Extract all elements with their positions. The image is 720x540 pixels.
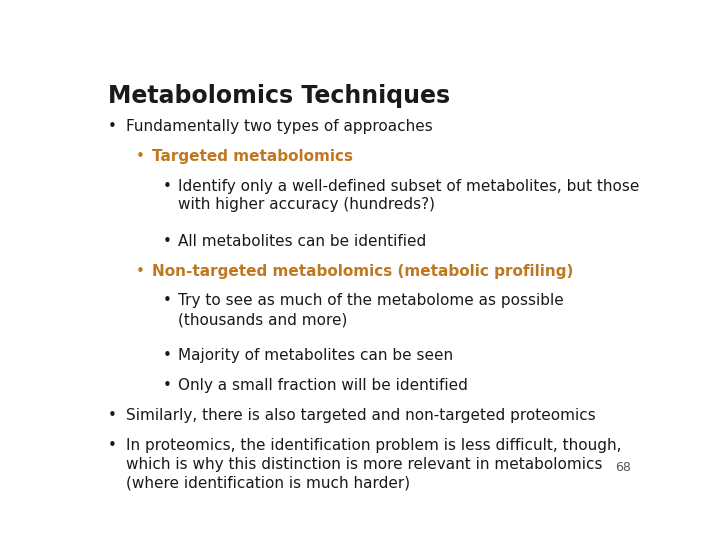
Text: Fundamentally two types of approaches: Fundamentally two types of approaches [126, 119, 433, 134]
Text: •: • [136, 149, 145, 164]
Text: 68: 68 [616, 461, 631, 474]
Text: In proteomics, the identification problem is less difficult, though,
which is wh: In proteomics, the identification proble… [126, 438, 622, 490]
Text: •: • [108, 438, 117, 453]
Text: Majority of metabolites can be seen: Majority of metabolites can be seen [178, 348, 454, 363]
Text: Try to see as much of the metabolome as possible
(thousands and more): Try to see as much of the metabolome as … [178, 293, 564, 327]
Text: •: • [163, 179, 171, 194]
Text: •: • [163, 348, 171, 363]
Text: Identify only a well-defined subset of metabolites, but those
with higher accura: Identify only a well-defined subset of m… [178, 179, 639, 212]
Text: Non-targeted metabolomics (metabolic profiling): Non-targeted metabolomics (metabolic pro… [153, 264, 574, 279]
Text: •: • [108, 408, 117, 423]
Text: •: • [163, 293, 171, 308]
Text: •: • [136, 264, 145, 279]
Text: Only a small fraction will be identified: Only a small fraction will be identified [178, 379, 468, 393]
Text: Metabolomics Techniques: Metabolomics Techniques [108, 84, 450, 107]
Text: •: • [163, 234, 171, 248]
Text: •: • [163, 379, 171, 393]
Text: Similarly, there is also targeted and non-targeted proteomics: Similarly, there is also targeted and no… [126, 408, 596, 423]
Text: Targeted metabolomics: Targeted metabolomics [153, 149, 354, 164]
Text: All metabolites can be identified: All metabolites can be identified [178, 234, 426, 248]
Text: •: • [108, 119, 117, 134]
